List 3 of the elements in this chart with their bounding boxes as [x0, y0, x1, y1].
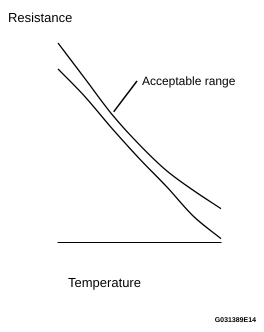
annotation: Acceptable range — [142, 74, 236, 88]
x-axis-title: Temperature — [68, 275, 141, 290]
y-axis-title: Resistance — [8, 10, 72, 25]
